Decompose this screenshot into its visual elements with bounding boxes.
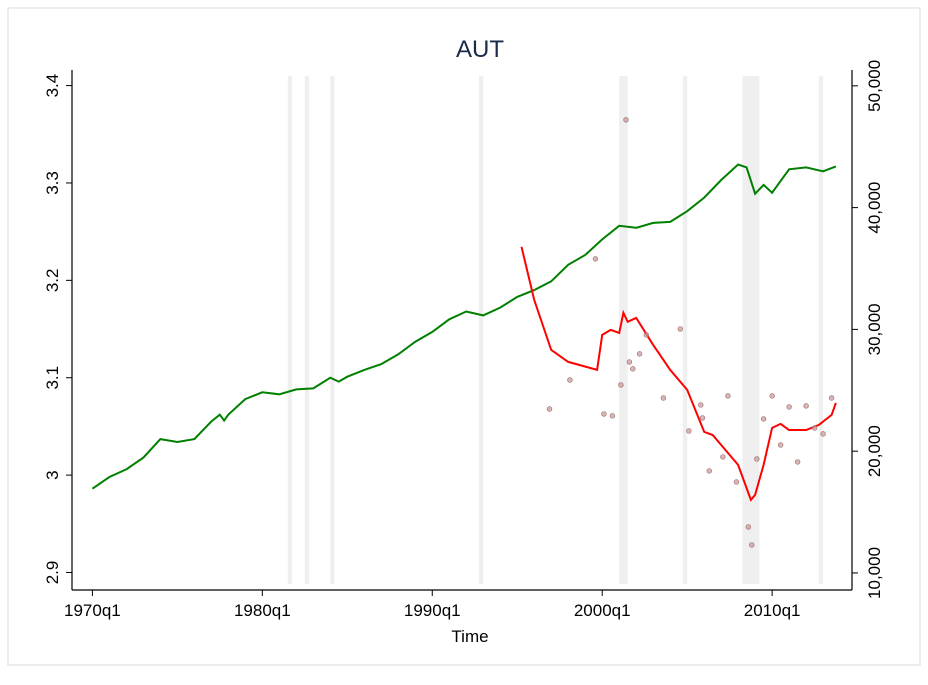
- shaded-period: [818, 76, 824, 584]
- shaded-period: [287, 76, 293, 584]
- scatter-point: [777, 442, 784, 448]
- scatter-point: [820, 431, 826, 437]
- x-tick-label: 1980q1: [234, 601, 291, 620]
- shaded-period: [304, 76, 310, 584]
- y-tick-label: 3.1: [43, 366, 62, 390]
- scatter-point: [630, 366, 636, 372]
- scatter-point: [706, 468, 712, 474]
- x-tick-label: 2010q1: [744, 601, 801, 620]
- scatter-point: [618, 382, 624, 388]
- scatter-point: [749, 542, 755, 548]
- shaded-period: [619, 76, 628, 584]
- x-tick-label: 1990q1: [404, 601, 461, 620]
- y-tick-label: 3.4: [43, 74, 62, 98]
- scatter-point: [725, 393, 731, 399]
- scatter-point: [760, 416, 767, 422]
- scatter-point: [699, 415, 706, 421]
- graph-frame: [7, 7, 921, 666]
- scatter-point: [754, 456, 760, 462]
- scatter-point: [601, 411, 607, 417]
- shaded-period: [330, 76, 335, 584]
- scatter-point: [626, 359, 633, 365]
- x-tick-label: 2000q1: [574, 601, 631, 620]
- y2-tick-label: 30,000: [865, 303, 884, 355]
- y-tick-label: 2.9: [43, 561, 62, 585]
- scatter-point: [609, 413, 616, 419]
- scatter-point: [660, 395, 667, 401]
- x-tick-label: 1970q1: [64, 601, 121, 620]
- scatter-point: [677, 326, 684, 332]
- scatter-point: [546, 406, 553, 412]
- shaded-period: [742, 76, 760, 584]
- scatter-point: [698, 402, 704, 408]
- scatter-point: [803, 403, 809, 409]
- scatter-point: [567, 377, 573, 383]
- scatter-point: [720, 454, 726, 460]
- scatter-point: [769, 393, 775, 399]
- chart-title: AUT: [456, 36, 504, 63]
- y2-tick-label: 20,000: [865, 425, 884, 477]
- scatter-point: [745, 524, 752, 530]
- scatter-point: [643, 332, 650, 338]
- shaded-period: [478, 76, 484, 584]
- scatter-point: [786, 404, 792, 410]
- scatter-point: [828, 395, 835, 401]
- series-line: [91, 163, 837, 490]
- scatter-point: [811, 425, 818, 431]
- scatter-point: [592, 256, 599, 262]
- y2-tick-label: 50,000: [865, 60, 884, 112]
- scatter-point: [686, 428, 692, 434]
- y2-tick-label: 40,000: [865, 182, 884, 234]
- series-line: [520, 246, 837, 502]
- scatter-point: [636, 351, 643, 357]
- shaded-period: [682, 76, 688, 584]
- y-tick-label: 3: [43, 470, 62, 479]
- x-axis-title: Time: [451, 627, 488, 646]
- y2-tick-label: 10,000: [865, 547, 884, 599]
- y-tick-label: 3.2: [43, 269, 62, 293]
- scatter-point: [794, 459, 801, 465]
- scatter-point: [733, 479, 740, 485]
- scatter-point: [623, 117, 629, 123]
- y-tick-label: 3.3: [43, 171, 62, 195]
